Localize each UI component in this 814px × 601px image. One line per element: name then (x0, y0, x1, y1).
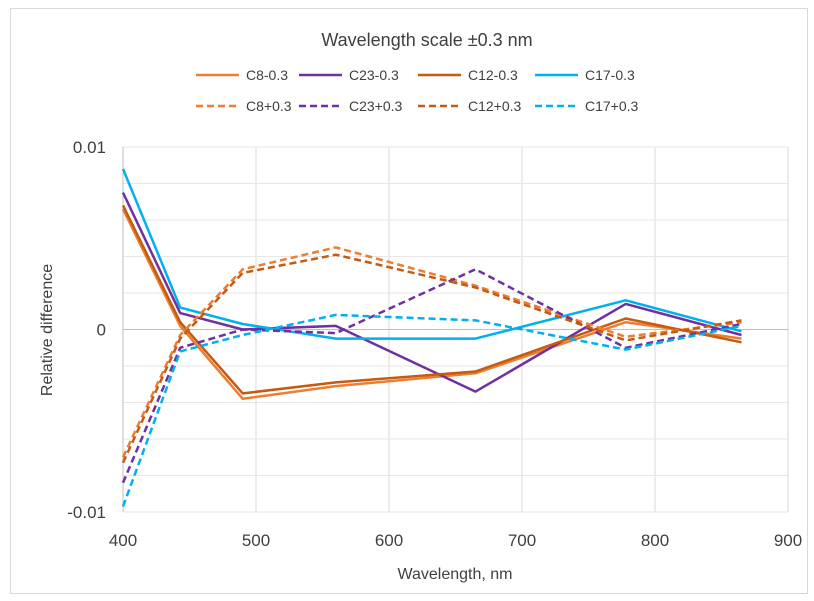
x-axis-label: Wavelength, nm (397, 566, 512, 583)
y-tick-label: 0.01 (73, 138, 106, 157)
x-tick-label: 800 (641, 531, 669, 550)
series-line (121, 268, 742, 484)
legend-label: C17+0.3 (585, 98, 639, 114)
x-tick-label: 900 (774, 531, 802, 550)
series-line (121, 208, 742, 401)
legend-label: C8+0.3 (246, 98, 292, 114)
y-tick-label: -0.01 (67, 503, 106, 522)
x-tick-label: 600 (375, 531, 403, 550)
series-line (121, 192, 742, 393)
series-line (121, 204, 742, 395)
chart-title: Wavelength scale ±0.3 nm (321, 30, 532, 50)
legend-label: C12-0.3 (468, 67, 518, 83)
x-tick-label: 400 (109, 531, 137, 550)
y-axis-label: Relative difference (39, 264, 56, 396)
legend-label: C23+0.3 (349, 98, 403, 114)
legend-label: C17-0.3 (585, 67, 635, 83)
series-line (121, 246, 742, 458)
x-tick-label: 500 (242, 531, 270, 550)
legend-label: C23-0.3 (349, 67, 399, 83)
chart-frame (10, 8, 808, 594)
x-tick-label: 700 (508, 531, 536, 550)
y-tick-label: 0 (97, 321, 106, 340)
axes: 400 500 600 700 800 900 -0.01 0 0.01 (67, 138, 802, 550)
legend: C8-0.3 C23-0.3 C12-0.3 C17-0.3 C8+0.3 C23+0.3… (196, 67, 639, 114)
series-layer (121, 168, 742, 507)
legend-label: C12+0.3 (468, 98, 522, 114)
series-line (121, 313, 742, 507)
series-line (121, 168, 742, 340)
legend-label: C8-0.3 (246, 67, 288, 83)
series-line (121, 253, 742, 464)
